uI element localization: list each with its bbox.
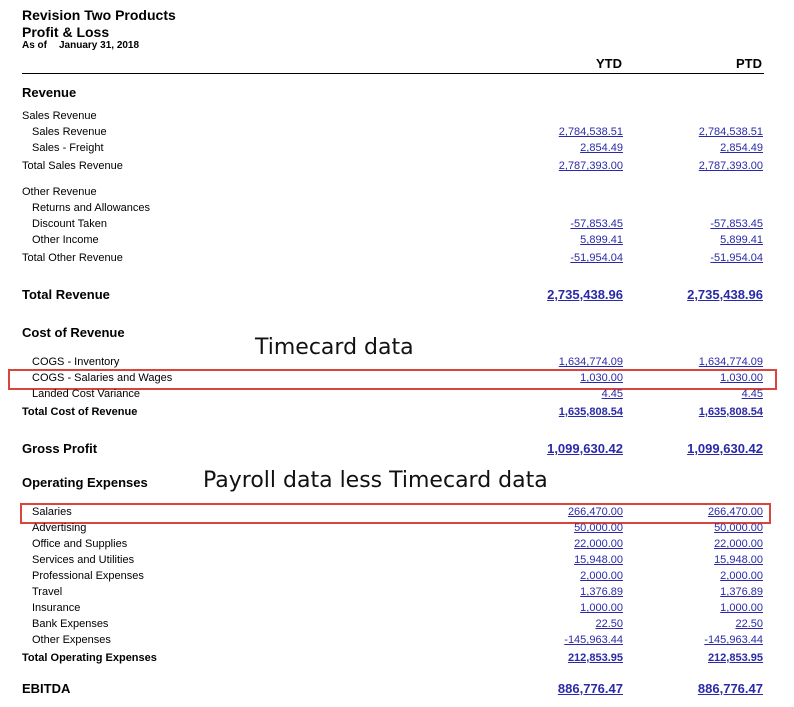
total-revenue-label: Total Revenue <box>22 287 110 302</box>
value-ptd-link[interactable]: 2,784,538.51 <box>698 126 763 138</box>
value-ytd-link[interactable]: -57,853.45 <box>570 218 623 230</box>
value-ytd-link[interactable]: -145,963.44 <box>564 634 623 646</box>
highlight-box-payroll <box>20 503 771 524</box>
value-ptd-link[interactable]: -145,963.44 <box>704 634 763 646</box>
row-label: Sales Revenue <box>32 126 107 138</box>
value-ptd-link[interactable]: 266,470.00 <box>707 506 763 518</box>
annotation-timecard: Timecard data <box>255 335 414 360</box>
row-label: Returns and Allowances <box>32 202 151 214</box>
row-label: COGS - Inventory <box>32 356 120 368</box>
value-ptd-link[interactable]: 1,634,774.09 <box>698 356 763 368</box>
row-label: Sales - Freight <box>32 142 104 154</box>
report-title: Profit & Loss <box>22 24 110 40</box>
value-ptd-link[interactable]: 5,899.41 <box>720 234 763 246</box>
total-revenue-ytd-link[interactable]: 2,735,438.96 <box>547 287 623 302</box>
value-ytd-link[interactable]: 2,000.00 <box>580 570 623 582</box>
group-label-other-revenue: Other Revenue <box>22 186 97 198</box>
gross-profit-label: Gross Profit <box>22 441 98 456</box>
total-label: Total Other Revenue <box>22 252 123 264</box>
row-label: Services and Utilities <box>32 554 135 566</box>
row-label: Discount Taken <box>32 218 108 230</box>
value-ptd-link[interactable]: 22,000.00 <box>714 538 763 550</box>
total-ptd-link[interactable]: -51,954.04 <box>710 252 763 264</box>
total-ytd-link[interactable]: 1,635,808.54 <box>558 406 623 418</box>
column-header-ptd: PTD <box>736 56 762 71</box>
row-label: Travel <box>32 586 63 598</box>
value-ptd-link[interactable]: 1,376.89 <box>720 586 763 598</box>
ebitda-ytd-link[interactable]: 886,776.47 <box>557 681 623 696</box>
value-ytd-link[interactable]: 22,000.00 <box>574 538 623 550</box>
section-title-revenue: Revenue <box>22 85 77 100</box>
total-revenue-ptd-link[interactable]: 2,735,438.96 <box>687 287 763 302</box>
row-label: Salaries <box>32 506 72 518</box>
value-ytd-link[interactable]: 1,030.00 <box>580 372 623 384</box>
total-ptd-link[interactable]: 1,635,808.54 <box>698 406 763 418</box>
value-ytd-link[interactable]: 1,634,774.09 <box>558 356 623 368</box>
ebitda-label: EBITDA <box>22 681 71 696</box>
value-ptd-link[interactable]: 2,854.49 <box>720 142 763 154</box>
section-title-cost-of-revenue: Cost of Revenue <box>22 325 125 340</box>
value-ytd-link[interactable]: 2,784,538.51 <box>558 126 623 138</box>
gross-profit-ytd-link[interactable]: 1,099,630.42 <box>547 441 623 456</box>
value-ytd-link[interactable]: 2,854.49 <box>580 142 623 154</box>
total-label: Total Operating Expenses <box>22 652 157 664</box>
value-ytd-link[interactable]: 15,948.00 <box>574 554 623 566</box>
company-name: Revision Two Products <box>22 7 176 23</box>
annotation-payroll: Payroll data less Timecard data <box>203 468 548 493</box>
value-ptd-link[interactable]: 4.45 <box>741 388 763 400</box>
value-ytd-link[interactable]: 4.45 <box>601 388 623 400</box>
value-ptd-link[interactable]: 2,000.00 <box>720 570 763 582</box>
gross-profit-ptd-link[interactable]: 1,099,630.42 <box>687 441 763 456</box>
row-label: Landed Cost Variance <box>32 388 141 400</box>
column-header-ytd: YTD <box>596 56 622 71</box>
row-label: Bank Expenses <box>32 618 109 630</box>
ebitda-ptd-link[interactable]: 886,776.47 <box>697 681 763 696</box>
row-label: Other Expenses <box>32 634 111 646</box>
value-ptd-link[interactable]: 22.50 <box>735 618 763 630</box>
row-label: COGS - Salaries and Wages <box>32 372 173 384</box>
total-ytd-link[interactable]: -51,954.04 <box>570 252 623 264</box>
row-label: Office and Supplies <box>32 538 128 550</box>
total-ytd-link[interactable]: 2,787,393.00 <box>558 160 623 172</box>
total-ptd-link[interactable]: 2,787,393.00 <box>698 160 763 172</box>
total-ptd-link[interactable]: 212,853.95 <box>707 652 763 664</box>
total-label: Total Cost of Revenue <box>22 406 138 418</box>
value-ptd-link[interactable]: 1,000.00 <box>720 602 763 614</box>
value-ptd-link[interactable]: 50,000.00 <box>714 522 763 534</box>
total-ytd-link[interactable]: 212,853.95 <box>567 652 623 664</box>
value-ptd-link[interactable]: 15,948.00 <box>714 554 763 566</box>
value-ytd-link[interactable]: 50,000.00 <box>574 522 623 534</box>
value-ptd-link[interactable]: -57,853.45 <box>710 218 763 230</box>
value-ytd-link[interactable]: 5,899.41 <box>580 234 623 246</box>
row-label: Insurance <box>32 602 81 614</box>
row-label: Other Income <box>32 234 99 246</box>
value-ytd-link[interactable]: 1,376.89 <box>580 586 623 598</box>
highlight-box-timecard <box>8 369 777 390</box>
value-ptd-link[interactable]: 1,030.00 <box>720 372 763 384</box>
row-label: Professional Expenses <box>32 570 144 582</box>
value-ytd-link[interactable]: 22.50 <box>595 618 623 630</box>
header-divider <box>22 73 764 74</box>
section-title-operating-expenses: Operating Expenses <box>22 475 148 490</box>
value-ytd-link[interactable]: 266,470.00 <box>567 506 623 518</box>
value-ytd-link[interactable]: 1,000.00 <box>580 602 623 614</box>
as-of-label: As of <box>22 40 47 51</box>
total-label: Total Sales Revenue <box>22 160 123 172</box>
group-label-sales-revenue: Sales Revenue <box>22 110 97 122</box>
row-label: Advertising <box>32 522 87 534</box>
as-of-date: January 31, 2018 <box>59 40 140 51</box>
